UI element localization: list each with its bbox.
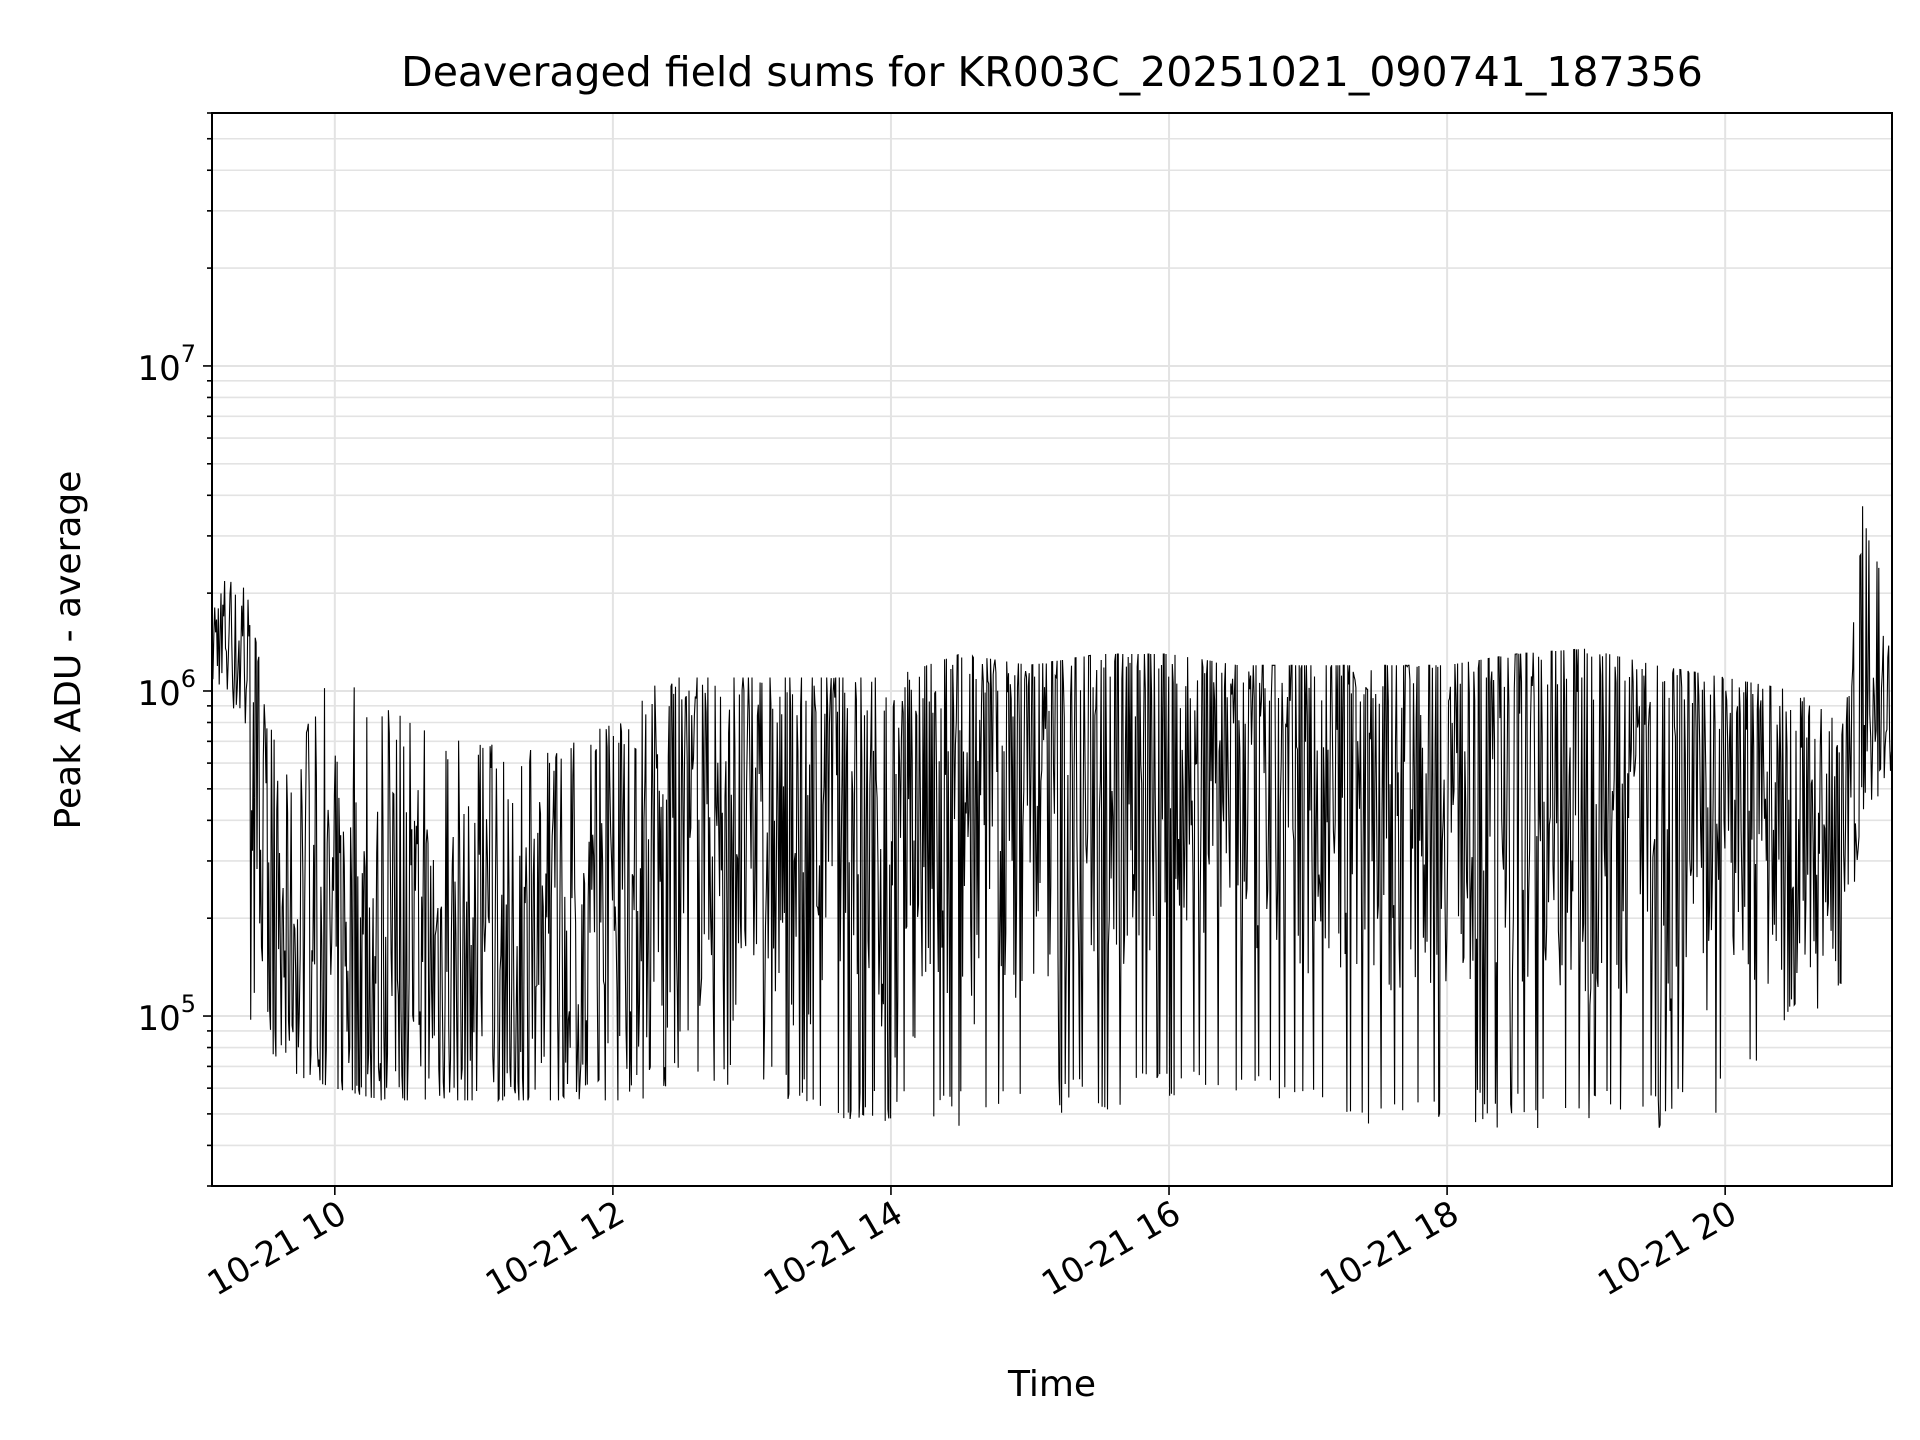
x-tick-label: 10-21 16 <box>1035 1193 1187 1304</box>
y-axis-label: Peak ADU - average <box>48 471 89 830</box>
y-tick-label: 105 <box>137 990 196 1039</box>
y-tick-base: 10 <box>137 674 180 714</box>
series-line <box>211 506 1892 1129</box>
x-axis-label: Time <box>1007 1364 1096 1405</box>
y-tick-exponent: 6 <box>181 665 196 693</box>
y-tick-base: 10 <box>137 999 180 1039</box>
x-tick-label: 10-21 12 <box>479 1193 631 1304</box>
y-tick-exponent: 5 <box>181 990 196 1018</box>
y-tick-label: 107 <box>137 340 196 389</box>
chart-grid <box>212 112 1892 1187</box>
y-tick-exponent: 7 <box>181 340 196 368</box>
y-tick-label: 106 <box>137 665 196 714</box>
x-tick-label: 10-21 18 <box>1313 1193 1465 1304</box>
x-tick-label: 10-21 10 <box>201 1193 353 1304</box>
y-tick-base: 10 <box>137 349 180 389</box>
plot-frame <box>211 112 1893 1187</box>
x-tick-label: 10-21 14 <box>757 1193 909 1304</box>
chart-title: Deaveraged field sums for KR003C_2025102… <box>401 48 1703 96</box>
x-tick-label: 10-21 20 <box>1591 1193 1743 1304</box>
chart-series <box>211 506 1892 1129</box>
